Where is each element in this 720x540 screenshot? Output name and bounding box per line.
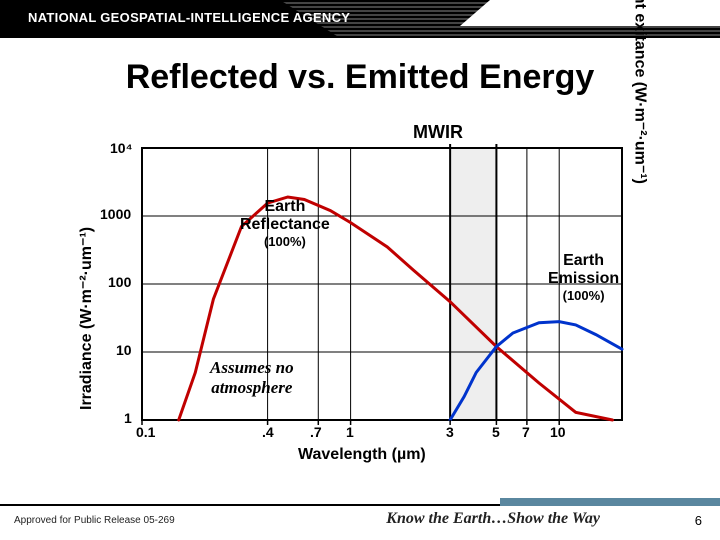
xtick-6: 7 [522, 424, 530, 440]
xtick-4: 3 [446, 424, 454, 440]
annotation-reflectance-pct: (100%) [240, 235, 330, 250]
xtick-5: 5 [492, 424, 500, 440]
footer-tagline: Know the Earth…Show the Way [0, 510, 660, 528]
chart-svg [70, 140, 650, 470]
ytick-2: 100 [108, 274, 131, 290]
annotation-assumes: Assumes noatmosphere [210, 358, 294, 397]
ytick-4: 10⁴ [110, 140, 133, 156]
xtick-7: 10 [550, 424, 566, 440]
y-axis-label-right: radiant exitance (W·m⁻²·um⁻¹) [630, 0, 650, 184]
annotation-emission: EarthEmission (100%) [548, 252, 619, 304]
ytick-3: 1000 [100, 206, 131, 222]
xtick-0: 0.1 [136, 424, 155, 440]
footer-rule [0, 504, 720, 506]
chart: MWIR Irradiance (W·m⁻²·um⁻¹) radiant exi… [70, 140, 650, 470]
footer-page-number: 6 [695, 513, 702, 528]
annotation-emission-title: EarthEmission [548, 252, 619, 289]
y-axis-label-left: Irradiance (W·m⁻²·um⁻¹) [76, 227, 96, 410]
mwir-label: MWIR [413, 122, 463, 143]
xtick-2: .7 [310, 424, 322, 440]
xtick-1: .4 [262, 424, 274, 440]
annotation-emission-pct: (100%) [548, 289, 619, 304]
ytick-0: 1 [124, 410, 132, 426]
xtick-3: 1 [346, 424, 354, 440]
annotation-reflectance-title: EarthReflectance [240, 198, 330, 235]
slide-title: Reflected vs. Emitted Energy [0, 58, 720, 97]
agency-name: NATIONAL GEOSPATIAL-INTELLIGENCE AGENCY [28, 10, 350, 25]
x-axis-label: Wavelength (µm) [298, 446, 426, 464]
annotation-reflectance: EarthReflectance (100%) [240, 198, 330, 250]
ytick-1: 10 [116, 342, 132, 358]
